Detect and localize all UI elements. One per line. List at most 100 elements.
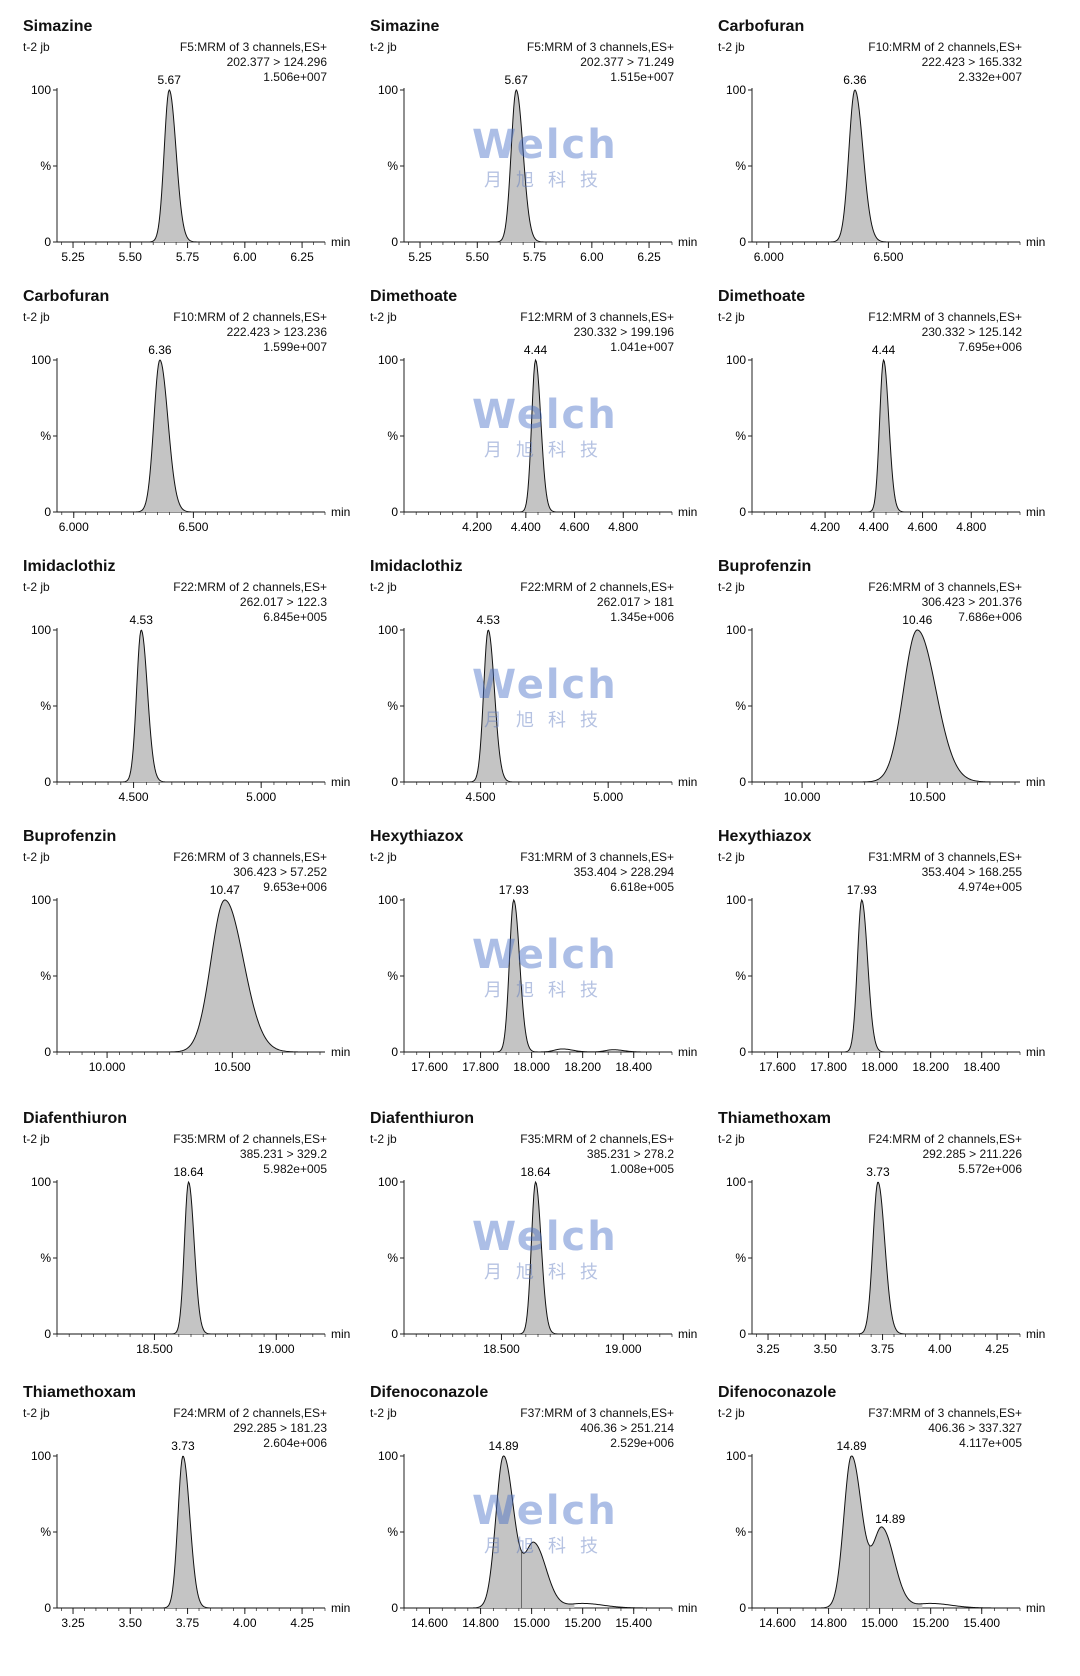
x-tick-label: 14.800 — [810, 1616, 847, 1630]
channel-transition: 262.017 > 122.3 — [239, 595, 327, 609]
x-axis-label: min — [1026, 235, 1045, 249]
y-tick-label: % — [735, 1525, 746, 1539]
x-tick-label: 5.25 — [61, 250, 85, 264]
peak-area — [860, 1182, 901, 1334]
channel-info: F10:MRM of 2 channels,ES+ 222.423 > 123.2… — [173, 310, 327, 355]
y-tick-label: 100 — [378, 83, 398, 97]
chromatogram-trace — [752, 1455, 1020, 1609]
peak-label: 4.44 — [524, 343, 548, 357]
x-tick-label: 4.25 — [985, 1342, 1009, 1356]
channel-function: F24:MRM of 2 channels,ES+ — [868, 1132, 1022, 1146]
y-tick-label: % — [387, 429, 398, 443]
peak-label: 6.36 — [843, 73, 867, 87]
compound-name: Simazine — [370, 18, 440, 35]
channel-info: F24:MRM of 2 channels,ES+ 292.285 > 211.2… — [868, 1132, 1022, 1177]
x-tick-label: 4.600 — [560, 520, 590, 534]
x-axis-label: min — [331, 1601, 350, 1615]
y-tick-label: 0 — [739, 775, 746, 789]
x-axis-label: min — [1026, 1601, 1045, 1615]
peak-area — [476, 1456, 575, 1608]
compound-name: Difenoconazole — [370, 1384, 489, 1401]
chromatogram-panel: Simazine t-2 jb F5:MRM of 3 channels,ES+ 20… — [15, 10, 355, 265]
sample-name: t-2 jb — [370, 1132, 397, 1146]
peak-area — [869, 630, 980, 782]
x-tick-label: 6.25 — [637, 250, 661, 264]
y-tick-label: % — [735, 429, 746, 443]
y-tick-label: 0 — [44, 505, 51, 519]
sample-name: t-2 jb — [718, 850, 745, 864]
channel-transition: 406.36 > 251.214 — [580, 1421, 674, 1435]
x-tick-label: 6.500 — [873, 250, 903, 264]
peak-area — [176, 900, 287, 1052]
sample-name: t-2 jb — [718, 1406, 745, 1420]
chromatogram-plot: 100% 0 5.25 5.50 5.75 6.00 6.25 min 5.67 — [31, 73, 350, 264]
peak-label: 3.73 — [171, 1439, 195, 1453]
x-tick-label: 18.000 — [861, 1060, 898, 1074]
channel-function: F37:MRM of 3 channels,ES+ — [520, 1406, 674, 1420]
channel-transition: 353.404 > 228.294 — [573, 865, 674, 879]
chromatogram-trace — [57, 1180, 325, 1335]
channel-intensity: 1.506e+007 — [263, 70, 327, 84]
chromatogram-panel: Diafenthiuron t-2 jb F35:MRM of 2 channels… — [15, 1102, 355, 1357]
x-axis-label: min — [678, 235, 697, 249]
compound-name: Buprofenzin — [23, 828, 117, 845]
y-tick-label: 0 — [739, 1045, 746, 1059]
channel-info: F22:MRM of 2 channels,ES+ 262.017 > 181 1.… — [520, 580, 674, 625]
channel-intensity: 4.117e+005 — [959, 1436, 1022, 1450]
x-tick-label: 17.600 — [411, 1060, 448, 1074]
channel-function: F31:MRM of 3 channels,ES+ — [520, 850, 674, 864]
chromatogram-trace — [57, 88, 325, 243]
x-tick-label: 15.000 — [861, 1616, 898, 1630]
channel-info: F31:MRM of 3 channels,ES+ 353.404 > 168.2… — [868, 850, 1022, 895]
peak-label: 10.47 — [210, 883, 240, 897]
channel-function: F12:MRM of 3 channels,ES+ — [520, 310, 674, 324]
peak-area — [165, 1456, 206, 1608]
x-tick-label: 10.000 — [89, 1060, 126, 1074]
chromatogram-panel: Imidaclothiz t-2 jb F22:MRM of 2 channels,… — [362, 550, 702, 805]
chromatogram-plot: 100% 0 3.25 3.50 3.75 4.00 4.25 min 3.73 — [31, 1439, 350, 1630]
x-tick-label: 3.25 — [61, 1616, 85, 1630]
channel-transition: 385.231 > 278.2 — [586, 1147, 674, 1161]
x-tick-label: 3.75 — [176, 1616, 200, 1630]
channel-transition: 292.285 > 181.23 — [233, 1421, 327, 1435]
channel-function: F10:MRM of 2 channels,ES+ — [173, 310, 327, 324]
compound-name: Diafenthiuron — [23, 1110, 127, 1127]
chromatogram-trace — [752, 898, 1020, 1053]
x-tick-label: 5.000 — [246, 790, 276, 804]
channel-intensity: 7.695e+006 — [958, 340, 1022, 354]
chromatogram-plot: 100% 0 17.600 17.800 18.000 18.200 18.400 min 17… — [726, 883, 1045, 1074]
channel-transition: 222.423 > 123.236 — [226, 325, 327, 339]
chromatogram-plot: 100% 0 10.000 10.500 min 10.46 — [726, 613, 1045, 804]
channel-info: F35:MRM of 2 channels,ES+ 385.231 > 278.2… — [520, 1132, 674, 1177]
x-tick-label: 3.75 — [871, 1342, 895, 1356]
channel-transition: 353.404 > 168.255 — [921, 865, 1022, 879]
y-tick-label: % — [40, 1251, 51, 1265]
channel-intensity: 2.529e+006 — [610, 1436, 674, 1450]
y-tick-label: % — [40, 429, 51, 443]
sample-name: t-2 jb — [370, 580, 397, 594]
y-tick-label: 0 — [391, 1327, 398, 1341]
y-tick-label: 100 — [31, 1175, 51, 1189]
x-tick-label: 15.000 — [513, 1616, 550, 1630]
x-tick-label: 4.500 — [466, 790, 496, 804]
x-tick-label: 10.500 — [909, 790, 946, 804]
channel-function: F22:MRM of 2 channels,ES+ — [173, 580, 327, 594]
compound-name: Imidaclothiz — [370, 558, 463, 575]
compound-name: Difenoconazole — [718, 1384, 837, 1401]
y-tick-label: 100 — [378, 1175, 398, 1189]
y-tick-label: % — [387, 159, 398, 173]
channel-transition: 306.423 > 57.252 — [233, 865, 327, 879]
x-tick-label: 5.000 — [593, 790, 623, 804]
channel-transition: 230.332 > 125.142 — [921, 325, 1022, 339]
x-axis-label: min — [331, 1327, 350, 1341]
x-tick-label: 14.600 — [759, 1616, 796, 1630]
sample-name: t-2 jb — [23, 1132, 50, 1146]
x-tick-label: 17.600 — [759, 1060, 796, 1074]
y-tick-label: 100 — [378, 623, 398, 637]
x-tick-label: 4.800 — [956, 520, 986, 534]
x-tick-label: 15.400 — [963, 1616, 1000, 1630]
channel-function: F22:MRM of 2 channels,ES+ — [520, 580, 674, 594]
x-tick-label: 4.25 — [290, 1616, 314, 1630]
compound-name: Thiamethoxam — [718, 1110, 831, 1127]
channel-info: F12:MRM of 3 channels,ES+ 230.332 > 199.1… — [520, 310, 674, 355]
